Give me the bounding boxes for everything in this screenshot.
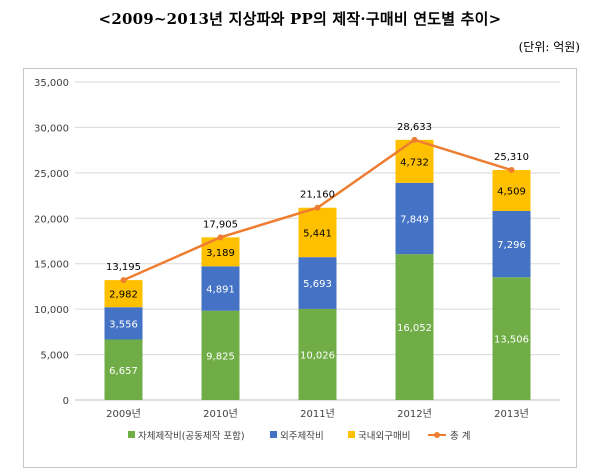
- total-point: [314, 204, 321, 211]
- total-label: 17,905: [203, 219, 238, 230]
- x-tick-label: 2013년: [494, 408, 529, 420]
- bar-segment: [298, 257, 337, 309]
- bar-segment: [104, 307, 143, 340]
- legend-swatch: [270, 431, 277, 438]
- data-label: 10,026: [300, 350, 335, 361]
- bar-segment: [395, 182, 434, 255]
- bar-segment: [104, 339, 143, 400]
- total-point: [508, 167, 515, 174]
- total-label: 21,160: [300, 190, 335, 201]
- legend-label: 국내외구매비: [358, 430, 410, 442]
- data-label: 6,657: [109, 366, 138, 377]
- data-label: 16,052: [397, 323, 432, 334]
- data-label: 3,556: [109, 319, 138, 330]
- x-tick-label: 2011년: [300, 408, 335, 420]
- data-label: 4,891: [206, 285, 235, 296]
- total-point: [217, 234, 224, 241]
- legend-swatch: [128, 431, 135, 438]
- total-point: [120, 277, 127, 284]
- y-tick-label: 35,000: [34, 78, 69, 89]
- y-tick-label: 25,000: [34, 169, 69, 180]
- total-point: [411, 136, 418, 143]
- y-tick-label: 10,000: [34, 305, 69, 316]
- data-label: 13,506: [494, 335, 529, 346]
- y-tick-label: 30,000: [34, 123, 69, 134]
- total-label: 13,195: [106, 262, 141, 273]
- data-label: 4,732: [400, 157, 429, 168]
- total-label: 28,633: [397, 122, 432, 133]
- data-label: 7,849: [400, 214, 429, 225]
- bar-segment: [104, 280, 143, 308]
- bar-segment: [492, 277, 531, 400]
- bar-segment: [298, 207, 337, 258]
- x-tick-label: 2012년: [397, 408, 432, 420]
- bar-segment: [201, 266, 240, 311]
- data-label: 7,296: [497, 240, 526, 251]
- data-label: 9,825: [206, 351, 235, 362]
- legend-label: 총 계: [450, 430, 471, 442]
- x-tick-label: 2010년: [203, 408, 238, 420]
- bar-segment: [201, 310, 240, 400]
- legend-label: 외주제작비: [280, 430, 324, 442]
- x-tick-label: 2009년: [106, 408, 141, 420]
- y-tick-label: 20,000: [34, 214, 69, 225]
- data-label: 3,189: [206, 248, 235, 259]
- legend-swatch: [434, 432, 440, 438]
- data-label: 5,693: [303, 279, 332, 290]
- legend-swatch: [348, 431, 355, 438]
- bar-segment: [298, 308, 337, 400]
- total-label: 25,310: [494, 152, 529, 163]
- bar-segment: [492, 170, 531, 211]
- data-label: 5,441: [303, 228, 332, 239]
- data-label: 2,982: [109, 290, 138, 301]
- y-tick-label: 5,000: [40, 351, 69, 362]
- bar-segment: [492, 210, 531, 278]
- unit-note: (단위: 억원): [518, 40, 580, 54]
- chart-title: <2009~2013년 지상파와 PP의 제작·구매비 연도별 추이>: [98, 10, 502, 28]
- bar-segment: [395, 254, 434, 400]
- y-tick-label: 0: [63, 396, 69, 407]
- y-tick-label: 15,000: [34, 260, 69, 271]
- legend-label: 자체제작비(공동제작 포함): [138, 431, 245, 442]
- bar-segment: [395, 139, 434, 183]
- data-label: 4,509: [497, 187, 526, 198]
